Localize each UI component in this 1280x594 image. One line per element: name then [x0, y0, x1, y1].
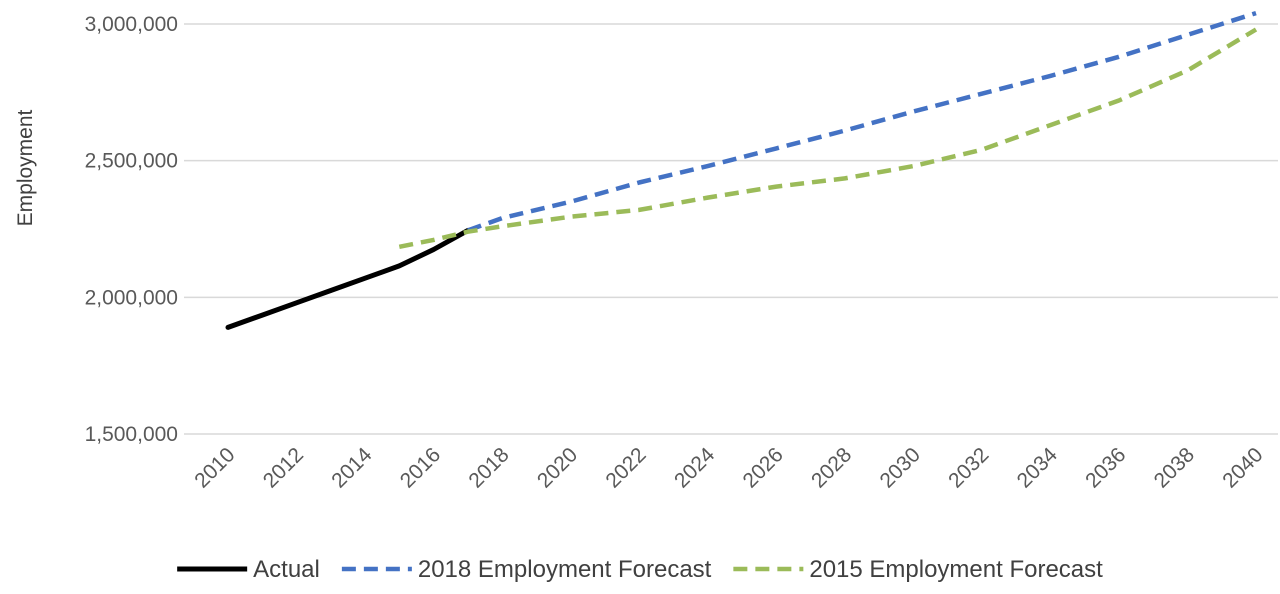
x-tick-label: 2028	[807, 443, 856, 492]
x-tick-label: 2012	[259, 443, 308, 492]
x-tick-label: 2022	[601, 443, 650, 492]
x-tick-label: 2024	[670, 443, 720, 493]
legend-label-1: 2018 Employment Forecast	[418, 556, 712, 583]
x-tick-label: 2010	[190, 443, 239, 492]
x-axis-tick-labels: 2010 2012 2014 2016 2018 2020 2022 2024 2026 2028…	[190, 443, 1267, 493]
series-lines	[225, 10, 1258, 330]
y-axis-tick-labels: 1,500,000 2,000,000 2,500,000 3,000,000	[85, 13, 178, 446]
y-tick-label: 1,500,000	[85, 423, 178, 446]
y-tick-label: 2,500,000	[85, 150, 178, 173]
x-tick-label: 2026	[739, 443, 788, 492]
x-tick-label: 2016	[396, 443, 445, 492]
series-line-1	[467, 10, 1257, 233]
x-tick-label: 2036	[1081, 443, 1130, 492]
x-tick-label: 2018	[464, 443, 513, 492]
y-tick-label: 2,000,000	[85, 286, 178, 309]
x-tick-label: 2040	[1218, 443, 1267, 492]
x-tick-label: 2020	[533, 443, 582, 492]
series-line-0	[225, 227, 471, 330]
y-tick-label: 3,000,000	[85, 13, 178, 36]
legend-label-0: Actual	[253, 556, 320, 583]
x-tick-label: 2030	[876, 443, 925, 492]
series-line-2	[398, 27, 1258, 250]
x-tick-label: 2038	[1150, 443, 1199, 492]
x-tick-label: 2034	[1013, 443, 1063, 493]
legend-label-2: 2015 Employment Forecast	[809, 556, 1103, 583]
y-axis-title: Employment	[14, 109, 37, 226]
gridlines	[184, 23, 1278, 435]
legend: Actual 2018 Employment Forecast 2015 Emplo…	[177, 556, 1103, 583]
x-tick-label: 2032	[944, 443, 993, 492]
x-tick-label: 2014	[327, 443, 377, 493]
